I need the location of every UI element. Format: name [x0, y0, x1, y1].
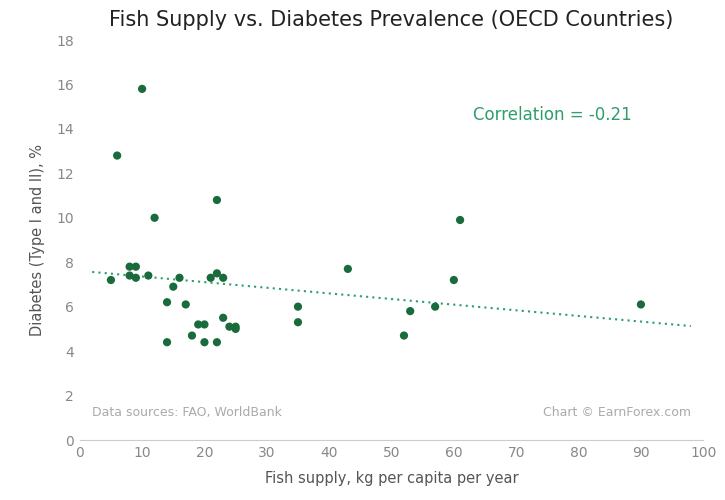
Point — [186, 332, 198, 340]
Point — [167, 282, 179, 290]
Text: Correlation = -0.21: Correlation = -0.21 — [473, 106, 631, 124]
Point — [230, 325, 241, 333]
Point — [448, 276, 460, 284]
Title: Fish Supply vs. Diabetes Prevalence (OECD Countries): Fish Supply vs. Diabetes Prevalence (OEC… — [109, 10, 674, 30]
Point — [180, 300, 191, 308]
Point — [130, 274, 141, 282]
Point — [223, 322, 235, 330]
Point — [105, 276, 117, 284]
Y-axis label: Diabetes (Type I and II), %: Diabetes (Type I and II), % — [30, 144, 46, 336]
Point — [149, 214, 160, 222]
Point — [405, 307, 416, 315]
Point — [161, 298, 173, 306]
Point — [161, 338, 173, 346]
Point — [230, 322, 241, 330]
Point — [192, 320, 204, 328]
Point — [124, 262, 136, 270]
Point — [130, 262, 141, 270]
Point — [429, 302, 441, 310]
X-axis label: Fish supply, kg per capita per year: Fish supply, kg per capita per year — [265, 470, 518, 486]
Point — [199, 320, 210, 328]
Point — [143, 272, 154, 280]
Point — [136, 85, 148, 93]
Point — [398, 332, 410, 340]
Point — [124, 272, 136, 280]
Point — [292, 318, 304, 326]
Point — [635, 300, 647, 308]
Point — [292, 302, 304, 310]
Point — [211, 270, 223, 278]
Text: Chart © EarnForex.com: Chart © EarnForex.com — [543, 406, 691, 419]
Point — [218, 274, 229, 282]
Point — [199, 338, 210, 346]
Text: Data sources: FAO, WorldBank: Data sources: FAO, WorldBank — [92, 406, 282, 419]
Point — [218, 314, 229, 322]
Point — [174, 274, 186, 282]
Point — [211, 338, 223, 346]
Point — [205, 274, 217, 282]
Point — [211, 196, 223, 204]
Point — [342, 265, 354, 273]
Point — [112, 152, 123, 160]
Point — [455, 216, 466, 224]
